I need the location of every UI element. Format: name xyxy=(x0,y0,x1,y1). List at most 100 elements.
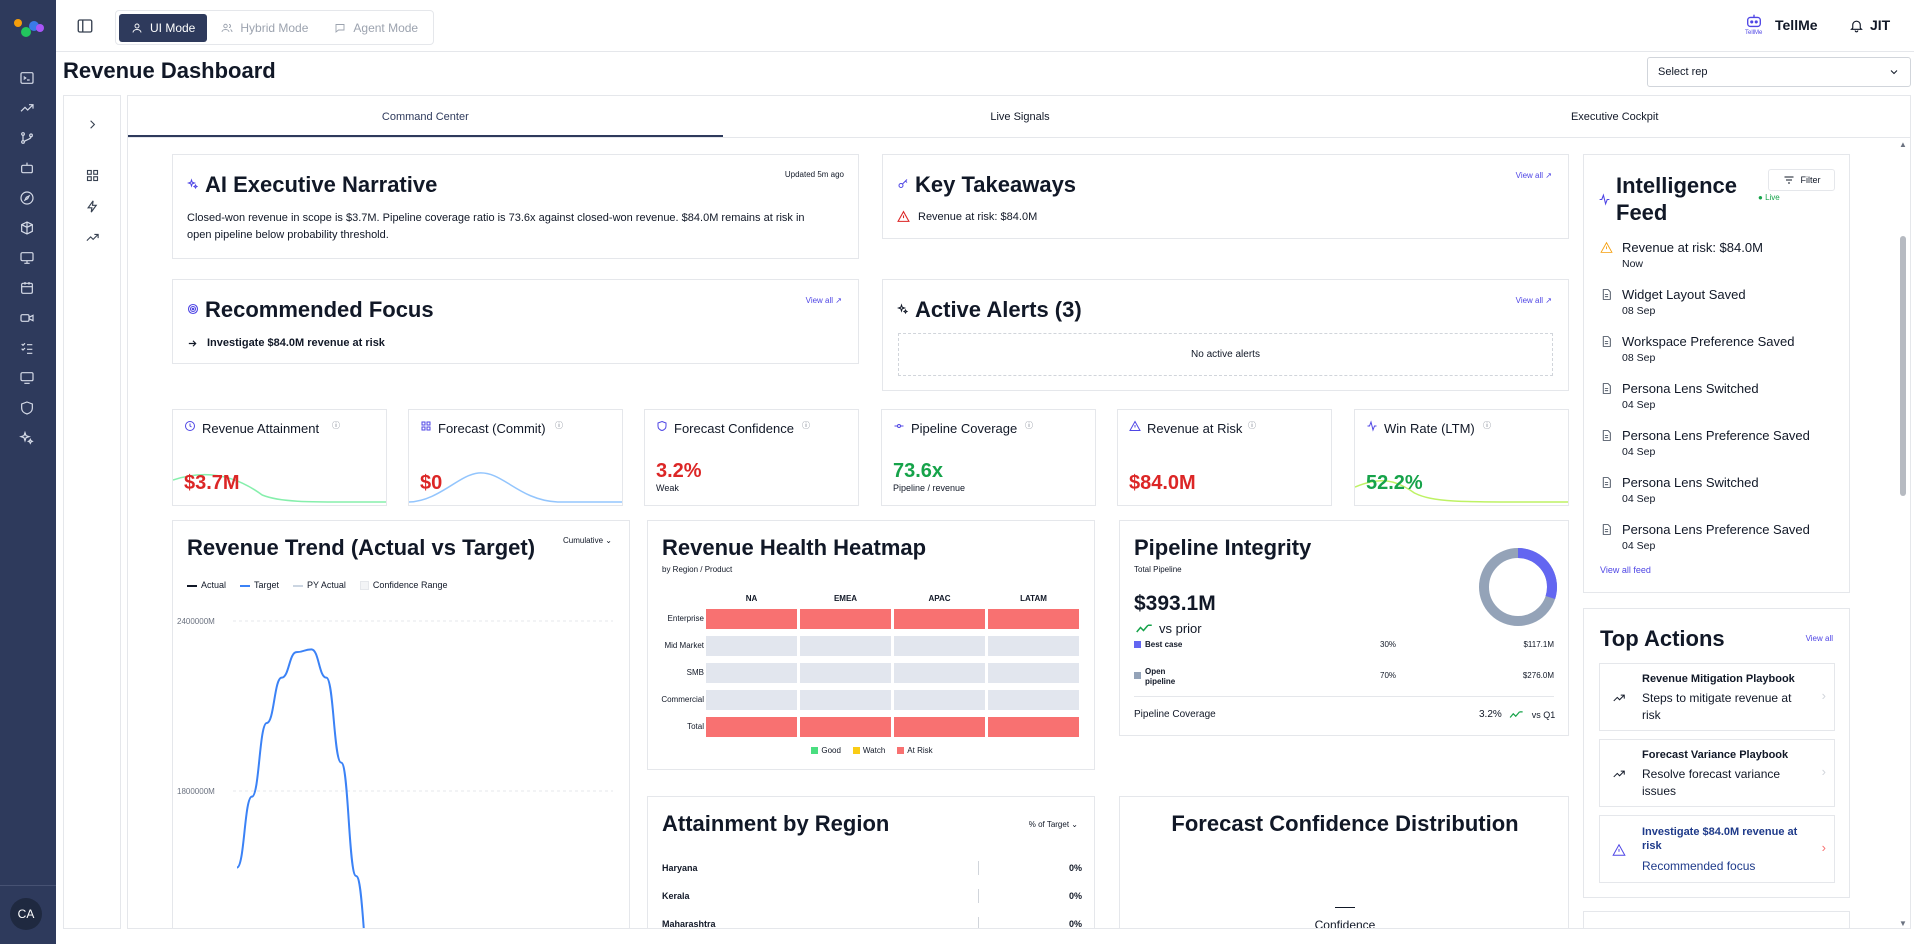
lightning-icon[interactable] xyxy=(83,197,101,215)
terminal-icon[interactable] xyxy=(17,68,37,88)
info-icon[interactable]: ⓘ xyxy=(802,421,810,430)
heatmap-cell[interactable] xyxy=(706,717,797,737)
grid-icon[interactable] xyxy=(83,166,101,184)
heatmap-cell[interactable] xyxy=(706,690,797,710)
heatmap-cell[interactable] xyxy=(988,717,1079,737)
heatmap-cell[interactable] xyxy=(800,609,891,629)
feed-item[interactable]: Persona Lens Preference Saved 04 Sep xyxy=(1600,428,1840,468)
top-action-item[interactable]: Investigate $84.0M revenue at risk Recomm… xyxy=(1599,815,1835,883)
top-action-item[interactable]: Revenue Mitigation Playbook Steps to miti… xyxy=(1599,663,1835,731)
region-value: 0% xyxy=(1068,863,1082,873)
tab-executive-cockpit[interactable]: Executive Cockpit xyxy=(1570,111,1659,123)
heatmap-cell[interactable] xyxy=(894,636,985,656)
feed-item[interactable]: Revenue at risk: $84.0M Now xyxy=(1600,240,1840,280)
scrollbar-thumb[interactable] xyxy=(1900,236,1906,496)
mode-hybrid[interactable]: Hybrid Mode xyxy=(209,14,320,42)
calendar-icon[interactable] xyxy=(17,278,37,298)
jit-button[interactable]: JIT xyxy=(1849,17,1890,33)
legend-py-actual[interactable]: PY Actual xyxy=(293,580,346,590)
arrow-right-icon xyxy=(188,340,197,347)
app-logo-icon[interactable] xyxy=(10,12,46,42)
scrollbar[interactable]: ▲ ▼ xyxy=(1898,140,1908,928)
kpi-revenue-attainment[interactable]: Revenue Attainment ⓘ $3.7M xyxy=(172,409,387,506)
heatmap-cell[interactable] xyxy=(988,663,1079,683)
robot-icon[interactable] xyxy=(17,158,37,178)
heatmap-cell[interactable] xyxy=(800,690,891,710)
focus-item[interactable]: Investigate $84.0M revenue at risk xyxy=(207,337,385,349)
feed-item-title: Workspace Preference Saved xyxy=(1622,334,1795,349)
heatmap-cell[interactable] xyxy=(988,690,1079,710)
alerts-card: Active Alerts (3) View all ↗ No active a… xyxy=(882,279,1569,391)
legend-swatch xyxy=(293,584,304,587)
heatmap-cell[interactable] xyxy=(988,636,1079,656)
heatmap-cell[interactable] xyxy=(800,636,891,656)
feed-filter-button[interactable]: Filter xyxy=(1768,169,1835,191)
legend-confidence-range[interactable]: Confidence Range xyxy=(359,580,447,591)
avatar[interactable]: CA xyxy=(10,898,42,930)
trend-mode-select[interactable]: Cumulative ⌄ xyxy=(563,536,612,545)
cube-icon[interactable] xyxy=(17,218,37,238)
top-action-item[interactable]: Forecast Variance Playbook Resolve foreca… xyxy=(1599,739,1835,807)
heatmap-cell[interactable] xyxy=(894,690,985,710)
feed-item[interactable]: Widget Layout Saved 08 Sep xyxy=(1600,287,1840,327)
takeaways-card: Key Takeaways View all ↗ Revenue at risk… xyxy=(882,154,1569,239)
display-icon[interactable] xyxy=(17,368,37,388)
mode-ui[interactable]: UI Mode xyxy=(119,14,208,42)
rep-select[interactable]: Select rep xyxy=(1647,57,1911,87)
info-icon[interactable]: ⓘ xyxy=(1483,421,1491,430)
trending-up-icon[interactable] xyxy=(83,228,101,246)
kpi-value: 3.2% xyxy=(656,460,702,482)
legend-actual[interactable]: Actual xyxy=(187,580,226,590)
focus-view-all-link[interactable]: View all ↗ xyxy=(805,296,842,305)
region-mode-select[interactable]: % of Target ⌄ xyxy=(1028,820,1078,829)
heatmap-cell[interactable] xyxy=(800,717,891,737)
heatmap-cell[interactable] xyxy=(706,663,797,683)
scroll-up-icon[interactable]: ▲ xyxy=(1899,140,1907,149)
checklist-icon[interactable] xyxy=(17,338,37,358)
heatmap-cell[interactable] xyxy=(988,609,1079,629)
heatmap-cell[interactable] xyxy=(894,717,985,737)
git-branch-icon[interactable] xyxy=(17,128,37,148)
region-mode-label: % of Target xyxy=(1028,820,1070,829)
takeaways-view-all-link[interactable]: View all ↗ xyxy=(1515,171,1552,180)
top-action-desc: Recommended focus xyxy=(1642,859,1756,873)
feed-item[interactable]: Persona Lens Preference Saved 04 Sep xyxy=(1600,522,1840,562)
compass-icon[interactable] xyxy=(17,188,37,208)
chevron-right-icon[interactable] xyxy=(83,115,101,133)
heatmap-cell[interactable] xyxy=(894,663,985,683)
top-actions-card: Top Actions View all Revenue Mitigation … xyxy=(1583,608,1850,898)
shield-icon[interactable] xyxy=(17,398,37,418)
mode-agent[interactable]: Agent Mode xyxy=(322,14,430,42)
alerts-view-all-link[interactable]: View all ↗ xyxy=(1515,296,1552,305)
video-icon[interactable] xyxy=(17,308,37,328)
tab-live-signals[interactable]: Live Signals xyxy=(990,111,1050,123)
monitor-icon[interactable] xyxy=(17,248,37,268)
kpi-win-rate[interactable]: Win Rate (LTM) ⓘ 52.2% xyxy=(1354,409,1569,506)
feed-item[interactable]: Workspace Preference Saved 08 Sep xyxy=(1600,334,1840,374)
top-actions-view-all-link[interactable]: View all xyxy=(1805,634,1833,643)
heatmap-cell[interactable] xyxy=(706,609,797,629)
view-all-feed-link[interactable]: View all feed xyxy=(1600,565,1651,575)
kpi-forecast-commit[interactable]: Forecast (Commit) ⓘ $0 xyxy=(408,409,623,506)
heatmap-cell[interactable] xyxy=(800,663,891,683)
kpi-forecast-confidence[interactable]: Forecast Confidence ⓘ 3.2% Weak xyxy=(644,409,859,506)
tab-command-center[interactable]: Command Center xyxy=(128,96,723,137)
info-icon[interactable]: ⓘ xyxy=(1025,421,1033,430)
feed-item[interactable]: Persona Lens Switched 04 Sep xyxy=(1600,381,1840,421)
feed-item[interactable]: Persona Lens Switched 04 Sep xyxy=(1600,475,1840,515)
heatmap-cell[interactable] xyxy=(894,609,985,629)
heatmap-cell[interactable] xyxy=(706,636,797,656)
tellme-button[interactable]: TellMe TellMe xyxy=(1745,12,1818,38)
info-icon[interactable]: ⓘ xyxy=(555,421,563,430)
legend-target[interactable]: Target xyxy=(240,580,279,590)
kpi-pipeline-coverage[interactable]: Pipeline Coverage ⓘ 73.6x Pipeline / rev… xyxy=(881,409,1096,506)
sparkles-icon[interactable] xyxy=(17,428,37,448)
kpi-label: Revenue at Risk xyxy=(1147,421,1243,436)
document-icon xyxy=(1602,336,1611,347)
info-icon[interactable]: ⓘ xyxy=(332,421,340,430)
info-icon[interactable]: ⓘ xyxy=(1248,421,1256,430)
trending-up-icon[interactable] xyxy=(17,98,37,118)
scroll-down-icon[interactable]: ▼ xyxy=(1899,919,1907,928)
kpi-revenue-at-risk[interactable]: Revenue at Risk ⓘ $84.0M xyxy=(1117,409,1332,506)
sidebar-toggle-icon[interactable] xyxy=(76,17,94,35)
